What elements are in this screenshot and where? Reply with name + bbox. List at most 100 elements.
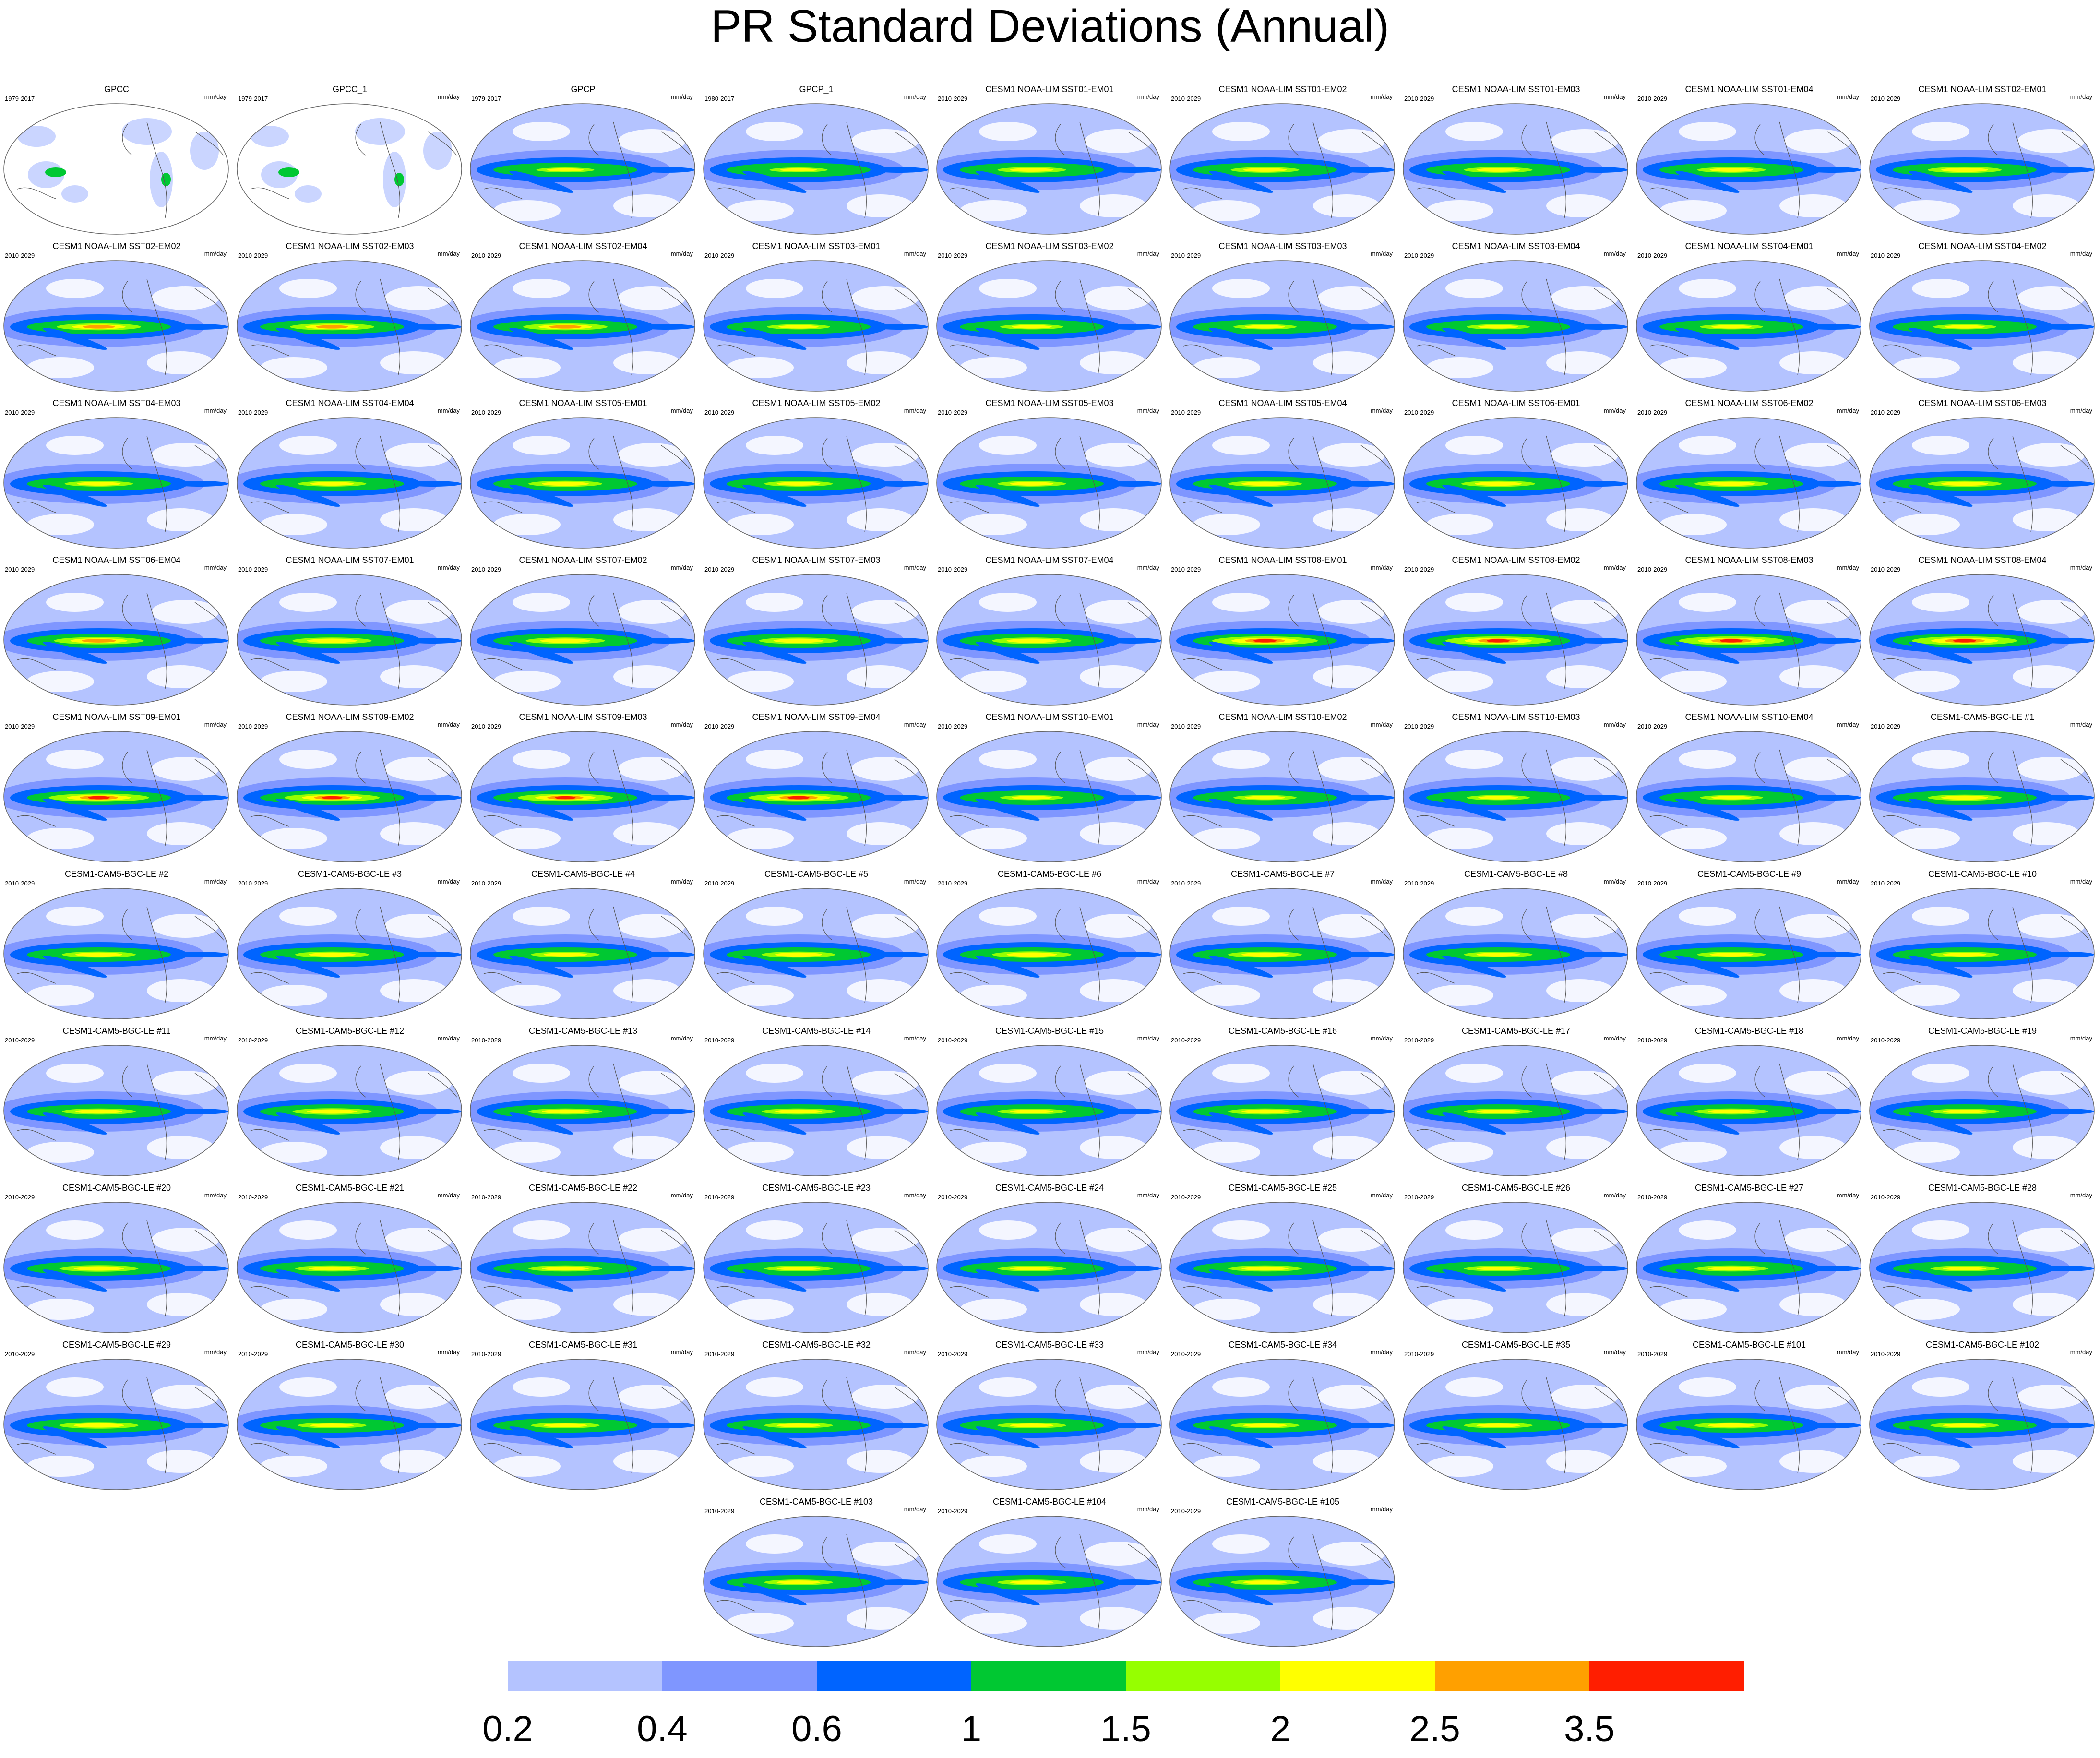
dry-zone (1912, 750, 1969, 769)
spcz-band (276, 956, 340, 978)
panel-title: CESM1-CAM5-BGC-LE #2 (64, 869, 169, 879)
dry-zone (1313, 351, 1380, 374)
panel-period: 2010-2029 (1404, 566, 1434, 573)
panel-title: CESM1 NOAA-LIM SST08-EM04 (1918, 555, 2047, 565)
dry-zone (27, 1142, 94, 1163)
coastline (250, 278, 457, 375)
itcz-contour-band (776, 1423, 821, 1427)
map-panel: CESM1 NOAA-LIM SST06-EM01 2010-2029 mm/day (1399, 398, 1633, 550)
spcz-band (742, 485, 807, 507)
dry-zone (1080, 1607, 1147, 1630)
dry-zone (1546, 351, 1613, 374)
panel-period: 2010-2029 (1871, 252, 1901, 259)
map-border (703, 574, 929, 706)
dry-zone (1318, 1071, 1385, 1095)
coastline (716, 121, 924, 218)
dry-zone (1313, 194, 1380, 217)
map-panel: CESM1 NOAA-LIM SST08-EM03 2010-2029 mm/day (1633, 555, 1866, 707)
dry-zone (618, 286, 685, 310)
panel-map (1403, 731, 1628, 862)
panel-units: mm/day (1370, 878, 1393, 885)
atlantic-itcz-band (1803, 952, 1861, 957)
panel-title: CESM1 NOAA-LIM SST09-EM03 (519, 712, 647, 722)
dry-zone (1893, 357, 1960, 378)
map-panel: CESM1-CAM5-BGC-LE #35 2010-2029 mm/day (1399, 1340, 1633, 1492)
panel-period: 2010-2029 (5, 723, 35, 730)
map-border (237, 731, 462, 862)
spcz-band (1209, 1426, 1273, 1448)
dry-zone (1212, 122, 1270, 141)
figure-title: PR Standard Deviations (Annual) (710, 0, 1390, 52)
dry-zone (1080, 194, 1147, 217)
itcz-contour-band (555, 796, 576, 800)
map-panel: CESM1 NOAA-LIM SST08-EM01 2010-2029 mm/day (1166, 555, 1399, 707)
map-border (936, 574, 1162, 706)
panel-title: CESM1 NOAA-LIM SST01-EM03 (1452, 84, 1580, 94)
spcz-band (1909, 328, 1973, 350)
dry-zone (385, 914, 452, 938)
panel-period: 2010-2029 (1871, 566, 1901, 573)
panel-title: CESM1 NOAA-LIM SST06-EM01 (1452, 398, 1580, 408)
dry-zone (2017, 1071, 2085, 1095)
map-border (470, 103, 695, 235)
itcz-contour-band (1253, 639, 1277, 643)
atlantic-itcz-band (1104, 167, 1161, 173)
panel-units: mm/day (670, 407, 693, 414)
dry-zone (960, 1142, 1027, 1163)
dry-zone (1426, 671, 1493, 692)
panel-title: CESM1 NOAA-LIM SST08-EM01 (1218, 555, 1347, 565)
panel-period: 1979-2017 (471, 95, 501, 102)
dry-zone (1551, 1071, 1618, 1095)
map-panel: CESM1-CAM5-BGC-LE #25 2010-2029 mm/day (1166, 1183, 1399, 1335)
coastline (1883, 121, 2090, 218)
map-border (1403, 1359, 1628, 1490)
dry-zone (46, 750, 104, 769)
panel-period: 2010-2029 (238, 409, 268, 416)
itcz-contour-band (542, 1109, 589, 1114)
panel-map (470, 417, 695, 549)
panel-period: 2010-2029 (1871, 1194, 1901, 1201)
panel-title: CESM1-CAM5-BGC-LE #31 (528, 1340, 638, 1350)
dry-zone (746, 279, 803, 298)
spcz-band (509, 642, 573, 664)
map-border (237, 1202, 462, 1333)
dry-zone (979, 1534, 1037, 1554)
map-panel: GPCP_1 1980-2017 mm/day (700, 84, 933, 236)
panel-units: mm/day (204, 1192, 227, 1199)
dry-zone (746, 1377, 803, 1397)
spcz-band (976, 642, 1040, 664)
dry-zone (2017, 600, 2085, 624)
panel-period: 2010-2029 (5, 409, 35, 416)
dry-zone (847, 1136, 914, 1159)
dry-zone (613, 665, 680, 688)
panel-units: mm/day (2070, 1192, 2092, 1199)
coastline (483, 592, 691, 689)
panel-period: 2010-2029 (1871, 1037, 1901, 1044)
panel-title: GPCP_1 (799, 84, 834, 94)
dry-zone (1313, 1293, 1380, 1316)
itcz-contour-band (307, 638, 358, 643)
dry-zone (851, 443, 919, 467)
dry-zone (1426, 200, 1493, 221)
spcz-band (1209, 956, 1273, 978)
dry-zone (1779, 979, 1847, 1002)
atlantic-itcz-band (1104, 1109, 1161, 1114)
panel-units: mm/day (1137, 93, 1159, 100)
panel-period: 2010-2029 (704, 1507, 735, 1515)
panel-period: 2010-2029 (1404, 880, 1434, 887)
colorbar-label: 2 (1270, 1709, 1291, 1749)
map-border (237, 103, 462, 235)
map-border (1169, 417, 1395, 549)
dry-zone (847, 822, 914, 845)
coastline (716, 1377, 924, 1474)
dry-zone (2017, 129, 2085, 153)
panel-period: 2010-2029 (1637, 252, 1668, 259)
dry-zone (746, 1534, 803, 1554)
panel-title: CESM1-CAM5-BGC-LE #13 (528, 1026, 638, 1036)
panel-map (1169, 260, 1395, 392)
dry-zone (260, 1142, 327, 1163)
map-panel: CESM1 NOAA-LIM SST07-EM02 2010-2029 mm/day (466, 555, 700, 707)
dry-zone (1551, 129, 1618, 153)
dry-zone (1679, 750, 1736, 769)
dry-zone (1784, 914, 1851, 938)
